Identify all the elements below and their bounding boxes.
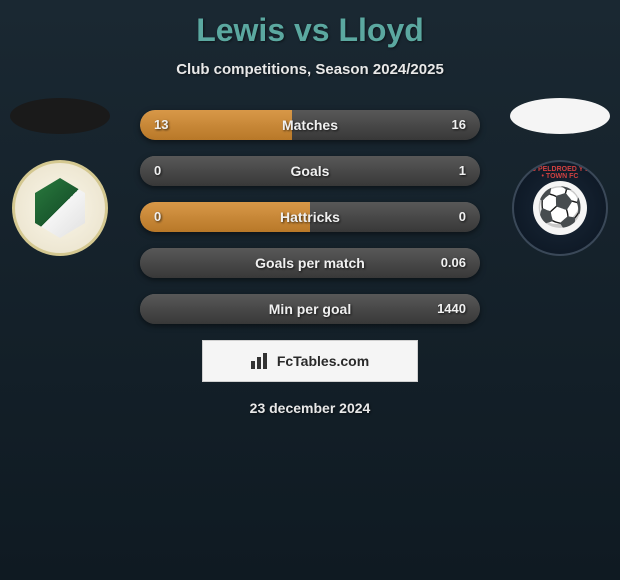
team-right: CLWB PELDROED Y BALA • TOWN FC xyxy=(510,98,610,258)
stat-label: Hattricks xyxy=(140,202,480,232)
stat-value-right: 16 xyxy=(452,110,466,140)
brand-text: FcTables.com xyxy=(277,353,369,369)
subtitle: Club competitions, Season 2024/2025 xyxy=(0,61,620,78)
team-left-badge xyxy=(12,160,108,256)
bar-chart-icon xyxy=(251,353,271,369)
comparison-area: CLWB PELDROED Y BALA • TOWN FC 13 Matche… xyxy=(0,98,620,416)
date-text: 23 december 2024 xyxy=(0,400,620,416)
stat-value-right: 0 xyxy=(459,202,466,232)
stat-label: Matches xyxy=(140,110,480,140)
stat-row-min-per-goal: Min per goal 1440 xyxy=(140,294,480,324)
stat-row-matches: 13 Matches 16 xyxy=(140,110,480,140)
stat-label: Goals per match xyxy=(140,248,480,278)
stats-list: 13 Matches 16 0 Goals 1 0 Hattricks 0 Go… xyxy=(140,98,480,324)
stat-value-right: 1 xyxy=(459,156,466,186)
team-right-badge: CLWB PELDROED Y BALA • TOWN FC xyxy=(512,160,608,256)
team-left-ellipse xyxy=(10,98,110,134)
stat-value-right: 0.06 xyxy=(441,248,466,278)
stat-row-hattricks: 0 Hattricks 0 xyxy=(140,202,480,232)
stat-label: Goals xyxy=(140,156,480,186)
stat-row-goals: 0 Goals 1 xyxy=(140,156,480,186)
team-right-ring-text: CLWB PELDROED Y BALA • TOWN FC xyxy=(514,166,606,256)
stat-value-right: 1440 xyxy=(437,294,466,324)
stat-label: Min per goal xyxy=(140,294,480,324)
stat-row-goals-per-match: Goals per match 0.06 xyxy=(140,248,480,278)
team-right-ellipse xyxy=(510,98,610,134)
team-left xyxy=(10,98,110,258)
page-title: Lewis vs Lloyd xyxy=(0,0,620,49)
brand-box[interactable]: FcTables.com xyxy=(202,340,418,382)
